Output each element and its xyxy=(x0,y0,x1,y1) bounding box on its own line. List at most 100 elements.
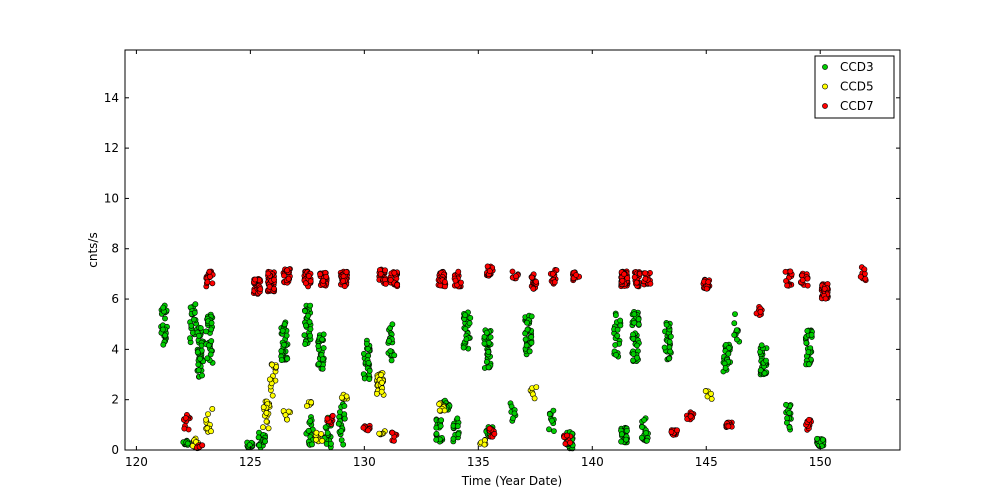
data-point-ccd7-15-19 xyxy=(452,277,459,284)
data-point-ccd3-3-29 xyxy=(197,325,204,331)
data-point-ccd5-6-2 xyxy=(318,430,324,437)
data-point-ccd3-13-24 xyxy=(365,359,372,366)
data-point-ccd3-34-29 xyxy=(805,349,812,355)
data-point-ccd3-8-22 xyxy=(302,322,309,329)
data-point-ccd3-19-34 xyxy=(485,364,492,371)
data-point-ccd3-23-6 xyxy=(546,411,553,418)
data-point-ccd7-4-59 xyxy=(265,270,272,277)
data-point-ccd7-15-17 xyxy=(458,279,464,286)
data-point-ccd5-7-5 xyxy=(338,394,345,401)
data-points xyxy=(158,263,869,452)
data-point-ccd3-29-24 xyxy=(667,348,674,355)
data-point-ccd3-34-22 xyxy=(804,327,811,334)
data-point-ccd3-33-13 xyxy=(786,409,793,416)
data-point-ccd3-7-26 xyxy=(281,341,287,348)
data-point-ccd3-26-26 xyxy=(623,436,629,443)
x-tick-label-150: 150 xyxy=(809,455,832,469)
data-point-ccd5-8-29 xyxy=(378,388,385,395)
data-point-ccd3-8-18 xyxy=(306,318,313,325)
data-point-ccd7-17-9 xyxy=(491,430,498,437)
data-point-ccd3-4-29 xyxy=(208,320,215,326)
data-point-ccd3-23-8 xyxy=(549,417,555,424)
data-point-ccd7-1-11 xyxy=(199,442,206,449)
data-point-ccd5-3-8 xyxy=(269,392,276,399)
data-point-ccd3-17-11 xyxy=(455,431,462,438)
data-point-ccd3-18-24 xyxy=(467,314,474,321)
data-point-ccd3-13-29 xyxy=(366,376,373,382)
data-point-ccd7-11-32 xyxy=(382,267,388,274)
data-point-ccd5-3-13 xyxy=(266,376,273,383)
data-point-ccd3-14-16 xyxy=(391,352,398,359)
data-point-ccd7-23-55 xyxy=(621,271,627,278)
data-point-ccd3-35-38 xyxy=(814,435,820,442)
data-point-ccd3-11-18 xyxy=(328,440,334,447)
data-point-ccd3-8-1 xyxy=(301,332,308,339)
data-point-ccd7-13-7 xyxy=(389,429,396,436)
axis-ticks: 120 125 130 135 140 145 150 0 2 4 6 8 10 12 14 xyxy=(104,50,900,469)
legend: CCD3 CCD5 CCD7 xyxy=(814,55,895,119)
data-point-ccd3-22-28 xyxy=(526,348,533,355)
data-point-ccd3-17-12 xyxy=(450,435,457,442)
legend-label-ccd3: CCD3 xyxy=(840,60,874,74)
data-point-ccd5-6-6 xyxy=(313,429,320,436)
data-point-ccd7-28-18 xyxy=(703,285,710,292)
data-point-ccd3-18-21 xyxy=(460,344,467,351)
data-point-ccd3-12-19 xyxy=(338,428,344,434)
data-point-ccd3-32-39 xyxy=(761,370,768,377)
data-point-ccd7-19-18 xyxy=(529,274,535,281)
data-point-ccd7-7-38 xyxy=(317,271,323,278)
data-point-ccd7-34-41 xyxy=(822,295,829,302)
data-point-ccd5-2-16 xyxy=(265,425,272,432)
data-point-ccd3-3-28 xyxy=(195,361,202,368)
data-point-ccd5-10-9 xyxy=(436,401,442,407)
data-point-ccd3-4-28 xyxy=(207,351,214,358)
data-point-ccd5-1-8 xyxy=(205,411,211,417)
data-point-ccd3-2-18 xyxy=(191,309,198,316)
data-point-ccd7-9-31 xyxy=(343,269,350,275)
data-point-ccd3-8-21 xyxy=(305,312,311,319)
x-tick-label-125: 125 xyxy=(239,455,262,469)
data-point-ccd7-12-13 xyxy=(387,276,394,283)
data-point-ccd3-14-17 xyxy=(389,321,396,328)
data-point-ccd7-17-8 xyxy=(486,425,493,432)
data-point-ccd7-2-17 xyxy=(207,273,213,280)
data-point-ccd3-10-22 xyxy=(320,345,327,351)
data-point-ccd3-22-21 xyxy=(522,336,529,343)
data-point-ccd3-0-29 xyxy=(160,341,167,348)
data-point-ccd3-21-9 xyxy=(511,410,518,417)
data-point-ccd5-13-2 xyxy=(702,388,709,394)
data-point-ccd3-10-26 xyxy=(319,365,326,372)
data-point-ccd3-15-19 xyxy=(433,436,440,443)
data-point-ccd3-28-13 xyxy=(638,434,645,441)
data-point-ccd3-27-30 xyxy=(635,316,642,323)
y-tick-label-2: 2 xyxy=(111,393,119,407)
data-point-ccd5-1-4 xyxy=(203,416,209,423)
data-point-ccd3-32-38 xyxy=(758,342,765,349)
legend-label-ccd7: CCD7 xyxy=(840,99,874,113)
y-tick-label-0: 0 xyxy=(111,443,119,457)
data-point-ccd3-27-25 xyxy=(630,357,636,364)
data-point-ccd5-2-8 xyxy=(263,418,270,425)
data-point-ccd7-6-31 xyxy=(307,278,314,285)
data-point-ccd3-3-35 xyxy=(195,367,202,374)
data-point-ccd7-10-9 xyxy=(365,427,371,434)
data-point-ccd7-15-18 xyxy=(455,268,462,275)
legend-marker-ccd5 xyxy=(822,83,828,90)
data-point-ccd3-31-8 xyxy=(733,327,740,333)
data-point-ccd3-2-10 xyxy=(190,316,197,323)
data-point-ccd3-8-26 xyxy=(302,341,308,347)
data-point-ccd3-14-14 xyxy=(387,348,394,354)
data-point-ccd3-9-17 xyxy=(307,418,313,424)
data-point-ccd3-35-37 xyxy=(820,436,826,443)
data-point-ccd3-22-27 xyxy=(524,319,530,326)
data-point-ccd7-21-11 xyxy=(564,432,570,439)
data-point-ccd3-26-24 xyxy=(624,427,630,434)
data-point-ccd3-18-20 xyxy=(462,312,468,318)
data-point-ccd3-33-14 xyxy=(786,424,793,431)
data-point-ccd3-7-29 xyxy=(281,321,288,328)
data-point-ccd3-2-8 xyxy=(188,322,195,329)
data-point-ccd5-2-19 xyxy=(263,409,270,416)
data-point-ccd3-7-23 xyxy=(279,327,286,334)
data-point-ccd5-12-5 xyxy=(531,395,538,402)
